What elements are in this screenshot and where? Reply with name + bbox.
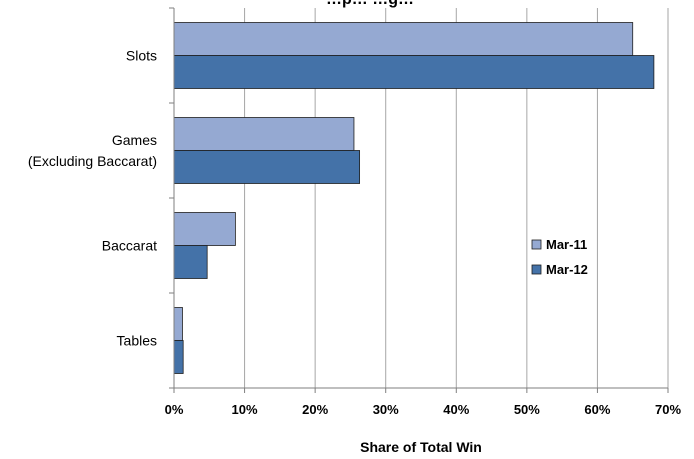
x-axis-title: Share of Total Win	[360, 439, 482, 454]
category-label: Tables	[117, 333, 157, 349]
x-tick-label: 10%	[232, 402, 258, 417]
x-tick-label: 30%	[373, 402, 399, 417]
legend-label: Mar-11	[546, 237, 587, 252]
legend-label: Mar-12	[546, 262, 588, 277]
x-tick-label: 60%	[584, 402, 610, 417]
x-tick-label: 0%	[165, 402, 184, 417]
category-label: Baccarat	[102, 238, 157, 254]
bar-mar-12	[173, 245, 208, 279]
x-tick-label: 20%	[302, 402, 328, 417]
labels: …p… …g… 0% 10% 20% 30% 40% 50% 60% 70% Slots Games…	[28, 0, 682, 455]
chart-title: …p… …g…	[326, 0, 414, 8]
axes	[169, 7, 669, 393]
bar-mar-11	[173, 22, 634, 56]
bar-mar-12	[173, 55, 655, 89]
x-tick-label: 70%	[655, 402, 681, 417]
category-label: Slots	[126, 48, 157, 64]
category-label: (Excluding Baccarat)	[28, 153, 157, 169]
legend-swatch	[531, 264, 542, 275]
x-tick-label: 40%	[443, 402, 469, 417]
bar-mar-11	[173, 307, 183, 341]
legend-swatch	[531, 239, 542, 250]
bar-mar-12	[173, 150, 361, 184]
category-label: Games	[112, 132, 157, 148]
legend: Mar-11 Mar-12	[531, 237, 588, 277]
bar-mar-12	[173, 340, 184, 374]
x-tick-label: 50%	[514, 402, 540, 417]
bar-mar-11	[173, 117, 355, 151]
bar-mar-11	[173, 212, 236, 246]
bars	[173, 22, 655, 374]
